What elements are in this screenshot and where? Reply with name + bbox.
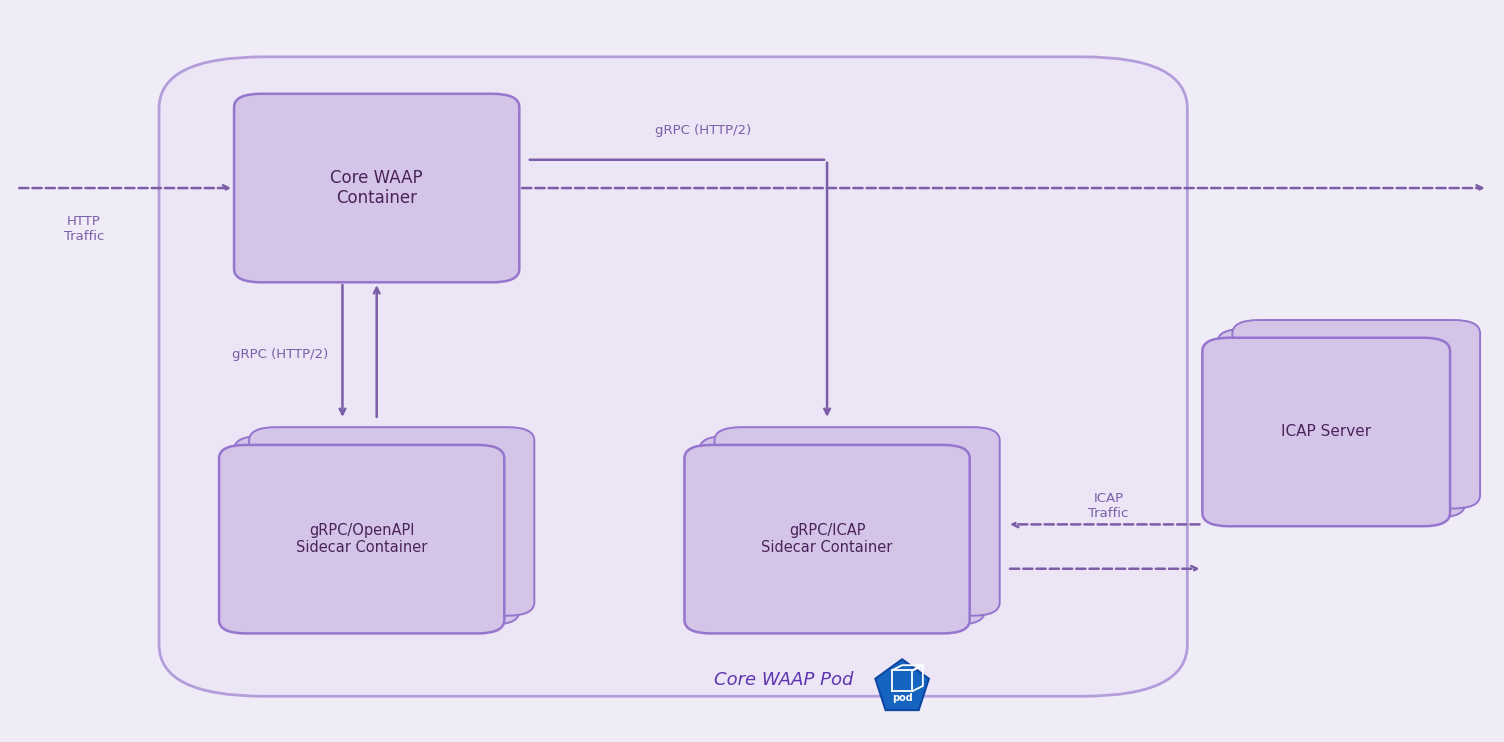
FancyBboxPatch shape	[235, 93, 519, 282]
Text: HTTP
Traffic: HTTP Traffic	[63, 214, 104, 243]
Text: gRPC (HTTP/2): gRPC (HTTP/2)	[232, 348, 328, 361]
Text: ICAP
Traffic: ICAP Traffic	[1089, 492, 1128, 520]
FancyBboxPatch shape	[1232, 320, 1480, 508]
FancyBboxPatch shape	[684, 445, 970, 634]
FancyBboxPatch shape	[250, 427, 534, 616]
FancyBboxPatch shape	[235, 436, 519, 625]
Text: Core WAAP
Container: Core WAAP Container	[331, 168, 423, 208]
Text: pod: pod	[892, 693, 913, 703]
Text: gRPC/ICAP
Sidecar Container: gRPC/ICAP Sidecar Container	[761, 523, 893, 555]
FancyBboxPatch shape	[699, 436, 985, 625]
Text: gRPC/OpenAPI
Sidecar Container: gRPC/OpenAPI Sidecar Container	[296, 523, 427, 555]
Text: gRPC (HTTP/2): gRPC (HTTP/2)	[656, 124, 752, 137]
FancyBboxPatch shape	[159, 57, 1187, 696]
Polygon shape	[875, 660, 929, 710]
Text: ICAP Server: ICAP Server	[1281, 424, 1372, 439]
FancyBboxPatch shape	[1202, 338, 1450, 526]
FancyBboxPatch shape	[1217, 329, 1465, 517]
Text: Core WAAP Pod: Core WAAP Pod	[714, 671, 854, 689]
FancyBboxPatch shape	[714, 427, 1000, 616]
FancyBboxPatch shape	[220, 445, 504, 634]
